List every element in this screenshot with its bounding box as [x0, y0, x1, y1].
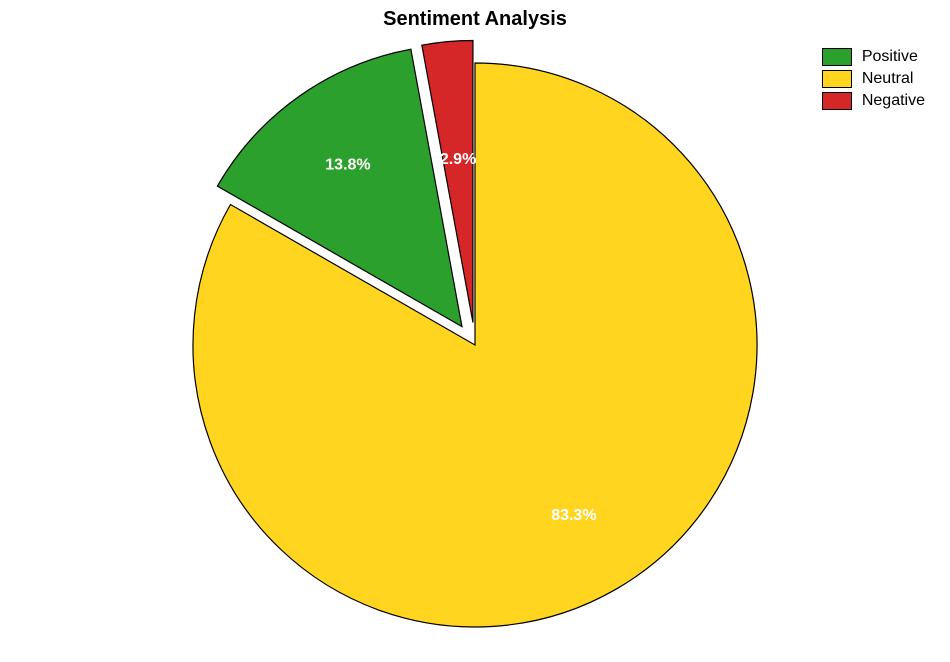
slice-label-positive: 13.8%: [325, 157, 370, 174]
legend-label: Positive: [862, 48, 918, 66]
legend-item: Negative: [822, 92, 925, 110]
pie-svg: 83.3% 13.8% 2.9%: [0, 0, 950, 662]
legend-swatch: [822, 48, 852, 66]
legend-item: Positive: [822, 48, 925, 66]
legend-label: Negative: [862, 92, 925, 110]
legend-item: Neutral: [822, 70, 925, 88]
legend-swatch: [822, 92, 852, 110]
slice-label-neutral: 83.3%: [551, 507, 596, 524]
legend-swatch: [822, 70, 852, 88]
slice-label-negative: 2.9%: [440, 151, 476, 168]
legend-label: Neutral: [862, 70, 914, 88]
legend: Positive Neutral Negative: [822, 48, 925, 114]
sentiment-pie-chart: Sentiment Analysis 83.3%13.8%2.9% Positi…: [0, 0, 950, 662]
